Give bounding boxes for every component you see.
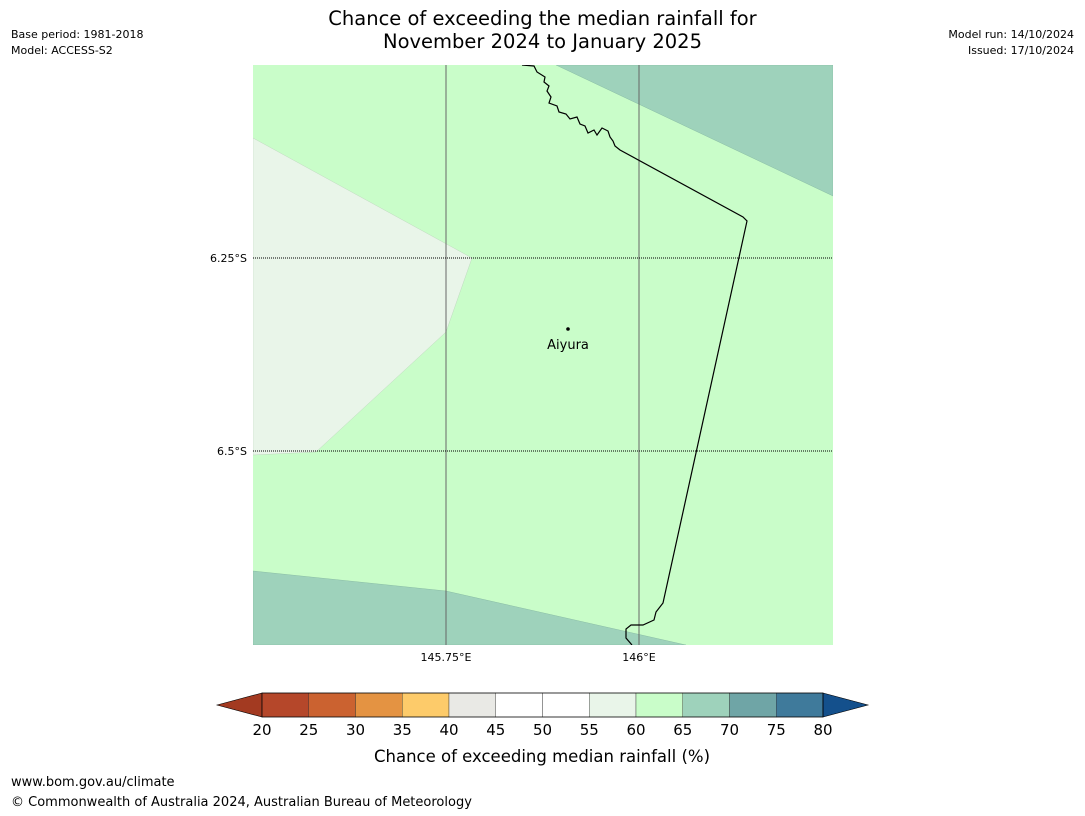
colorbar-extend-low — [215, 692, 263, 718]
colorbar-segment — [402, 692, 450, 718]
location-label-aiyura: Aiyura — [547, 338, 589, 353]
region-65-70-south — [253, 570, 687, 645]
lat-label-6-25S: 6.25°S — [210, 252, 247, 265]
colorbar-tick-label: 80 — [813, 721, 832, 739]
colorbar-tick-label: 70 — [720, 721, 739, 739]
colorbar-segment — [355, 692, 403, 718]
region-65-70-northeast — [555, 65, 833, 197]
base-period: Base period: 1981-2018 — [11, 28, 144, 41]
location-marker-aiyura — [566, 327, 570, 331]
header-metadata-right: Model run: 14/10/2024 Issued: 17/10/2024 — [948, 27, 1074, 59]
colorbar-tick-label: 45 — [486, 721, 505, 739]
colorbar-segment — [308, 692, 356, 718]
lon-label-145-75E: 145.75°E — [421, 651, 472, 664]
colorbar-tick-label: 50 — [533, 721, 552, 739]
colorbar-segment — [542, 692, 590, 718]
colorbar-label: Chance of exceeding median rainfall (%) — [374, 747, 710, 766]
colorbar-segment — [589, 692, 637, 718]
colorbar-tick-label: 30 — [346, 721, 365, 739]
colorbar-segment — [261, 692, 309, 718]
colorbar-tick-label: 20 — [252, 721, 271, 739]
colorbar-tick-label: 40 — [439, 721, 458, 739]
lat-label-6-5S: 6.5°S — [217, 445, 247, 458]
colorbar-segment — [729, 692, 777, 718]
colorbar-extend-high — [822, 692, 870, 718]
colorbar-segment — [635, 692, 683, 718]
lon-label-146E: 146°E — [622, 651, 655, 664]
colorbar-tick-label: 35 — [393, 721, 412, 739]
colorbar-segment — [448, 692, 496, 718]
issued-date: Issued: 17/10/2024 — [967, 44, 1074, 57]
colorbar-tick-label: 65 — [673, 721, 692, 739]
colorbar-tick-label: 25 — [299, 721, 318, 739]
model-run: Model run: 14/10/2024 — [948, 28, 1074, 41]
footer-copyright: © Commonwealth of Australia 2024, Austra… — [11, 795, 472, 810]
model-name: Model: ACCESS-S2 — [11, 44, 113, 57]
colorbar-segment — [682, 692, 730, 718]
colorbar-tick-label: 75 — [767, 721, 786, 739]
colorbar-frame — [261, 692, 824, 718]
header-metadata-left: Base period: 1981-2018 Model: ACCESS-S2 — [11, 27, 143, 59]
colorbar-tick-label: 60 — [626, 721, 645, 739]
province-boundary — [521, 65, 748, 645]
colorbar: 20 25 30 35 40 45 50 55 60 65 70 75 80 — [215, 692, 870, 739]
region-55-60-west — [253, 137, 473, 456]
colorbar-tick-label: 55 — [580, 721, 599, 739]
footer-url: www.bom.gov.au/climate — [11, 775, 175, 790]
colorbar-segment — [495, 692, 543, 718]
title-line-1: Chance of exceeding the median rainfall … — [328, 7, 757, 30]
colorbar-segment — [776, 692, 824, 718]
map-title: Chance of exceeding the median rainfall … — [0, 7, 1085, 53]
title-line-2: November 2024 to January 2025 — [383, 30, 702, 53]
